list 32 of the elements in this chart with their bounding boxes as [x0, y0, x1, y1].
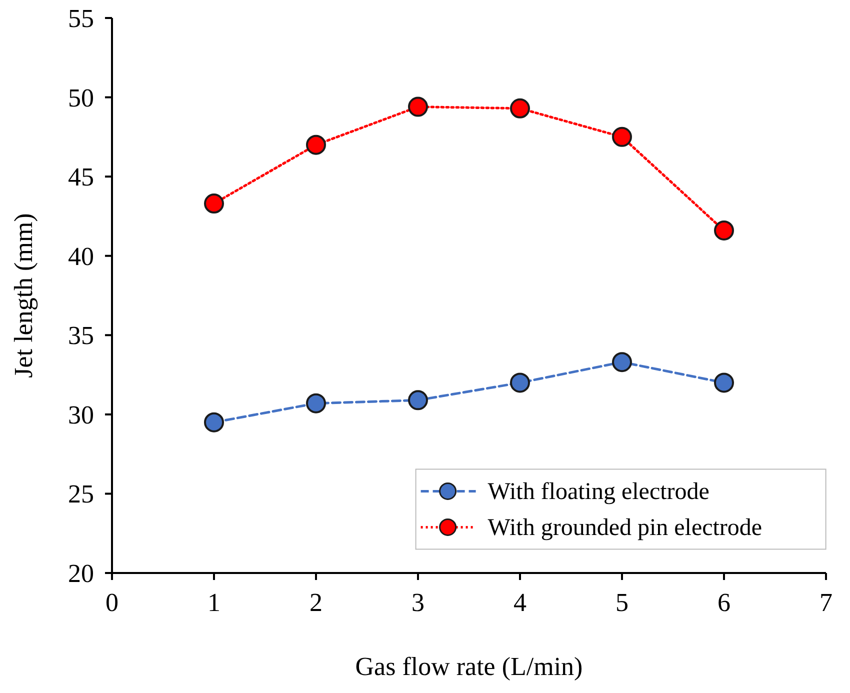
- legend-label: With grounded pin electrode: [488, 515, 762, 542]
- x-tick-label: 7: [820, 588, 832, 617]
- point: [408, 390, 428, 410]
- x-tick-label: 3: [412, 588, 424, 617]
- y-tick-label: 25: [68, 480, 94, 509]
- point: [714, 372, 734, 393]
- y-tick-label: 35: [68, 321, 94, 350]
- y-tick-label: 30: [68, 400, 94, 430]
- point: [612, 126, 632, 147]
- point: [306, 393, 326, 414]
- x-tick-label: 0: [106, 588, 118, 617]
- y-tick-label: 55: [68, 4, 94, 33]
- point: [204, 412, 224, 432]
- point: [714, 220, 734, 240]
- point: [204, 194, 224, 214]
- x-tick-label: 4: [514, 588, 526, 617]
- point: [408, 96, 428, 117]
- legend-label: With floating electrode: [488, 479, 710, 506]
- point: [510, 98, 530, 118]
- y-tick-label: 45: [68, 162, 94, 192]
- y-axis-title: Jet length (mm): [9, 213, 38, 378]
- point: [510, 372, 530, 393]
- x-tick-label: 2: [310, 588, 322, 617]
- y-tick-label: 40: [68, 242, 94, 271]
- y-tick-label: 20: [68, 559, 94, 588]
- point: [612, 352, 632, 372]
- x-axis-title: Gas flow rate (L/min): [355, 652, 583, 681]
- point: [306, 134, 326, 155]
- y-tick-label: 50: [68, 83, 94, 112]
- x-tick-label: 5: [616, 588, 628, 617]
- x-tick-label: 1: [208, 588, 220, 617]
- x-tick-label: 6: [718, 588, 730, 617]
